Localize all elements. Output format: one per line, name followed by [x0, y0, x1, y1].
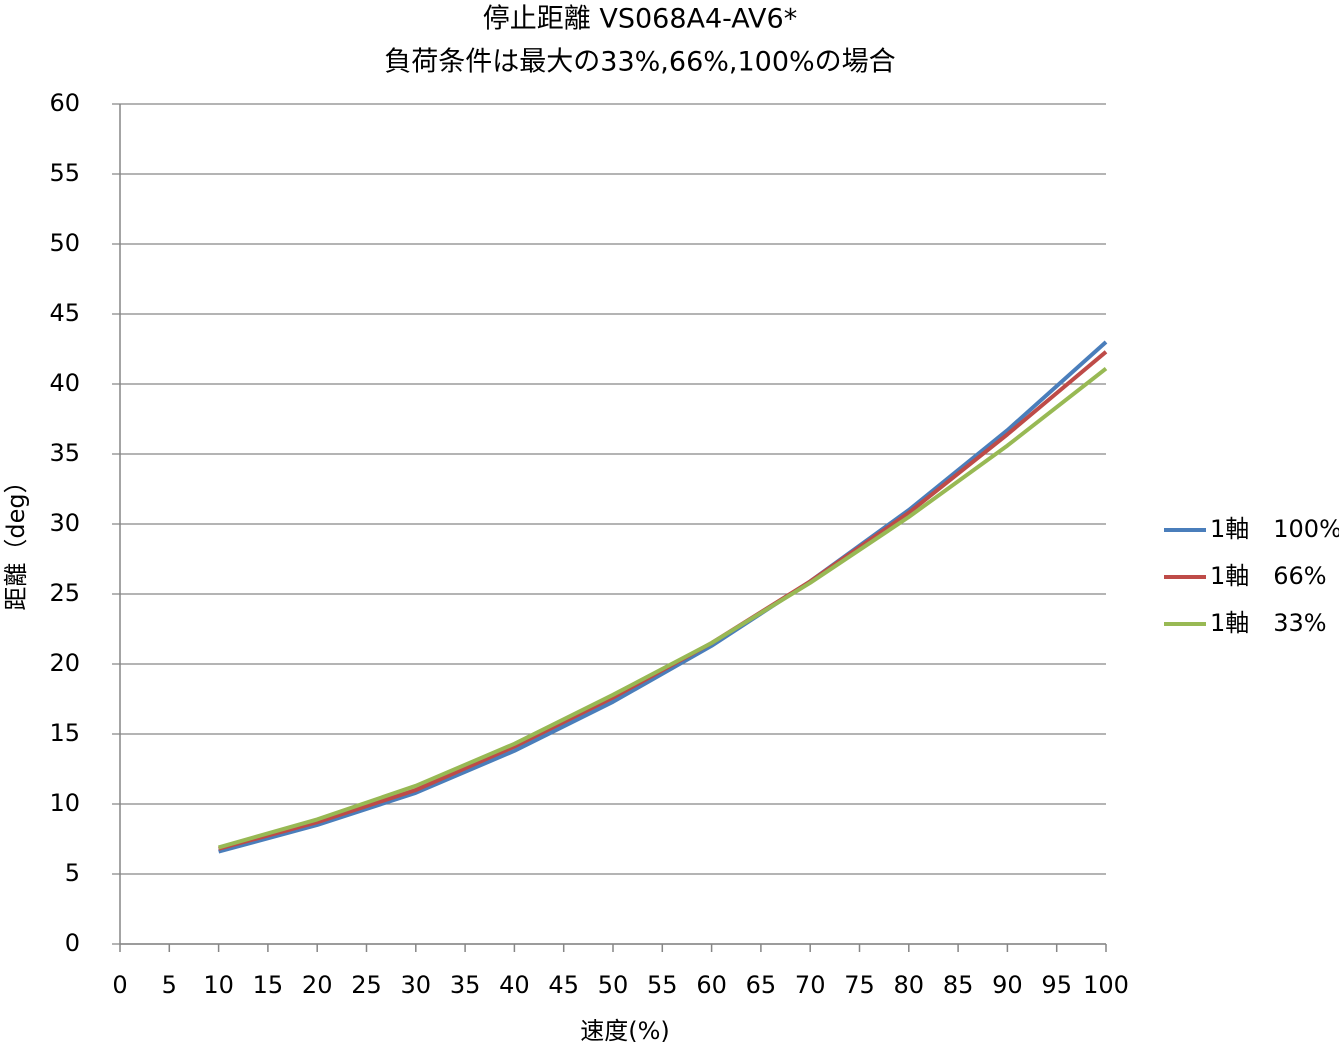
x-tick-label: 95 [1041, 971, 1072, 999]
x-tick-label: 50 [598, 971, 629, 999]
x-axis-label: 速度(%) [580, 1017, 670, 1045]
x-tick-label: 15 [253, 971, 284, 999]
x-tick-label: 25 [351, 971, 382, 999]
y-tick-label: 10 [49, 789, 80, 817]
y-tick-label: 50 [49, 229, 80, 257]
x-tick-label: 5 [162, 971, 177, 999]
y-axis-label: 距離（deg） [2, 469, 30, 610]
x-tick-label: 40 [499, 971, 530, 999]
x-tick-label: 80 [894, 971, 925, 999]
x-tick-label: 75 [844, 971, 875, 999]
y-tick-label: 40 [49, 369, 80, 397]
y-tick-label: 15 [49, 719, 80, 747]
x-tick-label: 65 [746, 971, 777, 999]
y-tick-label: 5 [65, 859, 80, 887]
y-tick-label: 35 [49, 439, 80, 467]
y-tick-label: 25 [49, 579, 80, 607]
legend-label: 1軸 100% [1210, 515, 1339, 543]
x-tick-label: 0 [112, 971, 127, 999]
y-tick-label: 0 [65, 929, 80, 957]
x-tick-label: 10 [203, 971, 234, 999]
x-tick-label: 70 [795, 971, 826, 999]
y-tick-label: 45 [49, 299, 80, 327]
series-line [218, 350, 1108, 851]
chart-title: 停止距離 VS068A4-AV6* [483, 4, 797, 35]
x-tick-label: 85 [943, 971, 974, 999]
series-line [218, 340, 1108, 854]
chart-subtitle: 負荷条件は最大の33%,66%,100%の場合 [384, 47, 895, 78]
legend-label: 1軸 66% [1210, 562, 1327, 590]
x-tick-label: 30 [401, 971, 432, 999]
x-tick-label: 55 [647, 971, 678, 999]
y-tick-label: 20 [49, 649, 80, 677]
x-tick-label: 35 [450, 971, 481, 999]
x-tick-label: 90 [992, 971, 1023, 999]
x-tick-label: 100 [1083, 971, 1129, 999]
x-tick-label: 20 [302, 971, 333, 999]
y-tick-label: 60 [49, 89, 80, 117]
y-tick-label: 55 [49, 159, 80, 187]
x-tick-label: 60 [696, 971, 727, 999]
x-tick-label: 45 [548, 971, 579, 999]
y-tick-label: 30 [49, 509, 80, 537]
series-line [218, 367, 1108, 850]
legend-label: 1軸 33% [1210, 609, 1327, 637]
